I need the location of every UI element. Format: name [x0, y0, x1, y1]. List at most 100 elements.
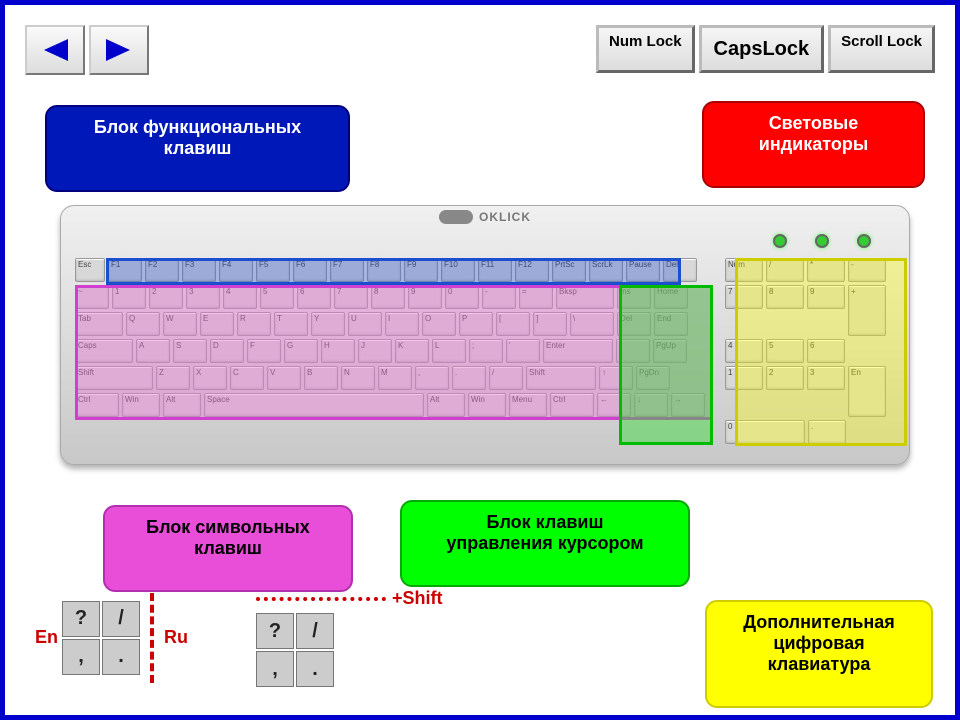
key: - — [482, 285, 516, 309]
callout-text: Блок функциональных клавиш — [94, 117, 301, 158]
key: = — [519, 285, 553, 309]
numpad-key: 0 — [725, 420, 805, 444]
numpad-key: * — [807, 258, 845, 282]
key: 1 — [112, 285, 146, 309]
key: End — [654, 312, 688, 336]
key: / — [489, 366, 523, 390]
key: 9 — [408, 285, 442, 309]
numpad-key: . — [808, 420, 846, 444]
demo-key: / — [296, 613, 334, 649]
key: Home — [654, 285, 688, 309]
key: 6 — [297, 285, 331, 309]
key: ~ — [75, 285, 109, 309]
key: 2 — [149, 285, 183, 309]
demo-key: / — [102, 601, 140, 637]
callout-cursor-keys: Блок клавиш управления курсором — [400, 500, 690, 587]
capslock-button[interactable]: CapsLock — [699, 25, 825, 73]
key: X — [193, 366, 227, 390]
key: A — [136, 339, 170, 363]
numpad-key: 9 — [807, 285, 845, 309]
keyboard-brand: OKLICK — [439, 210, 531, 224]
key: M — [378, 366, 412, 390]
key: Ctrl — [550, 393, 594, 417]
demo-key: . — [296, 651, 334, 687]
key: Z — [156, 366, 190, 390]
numlock-button[interactable]: Num Lock — [596, 25, 695, 73]
key: Ins — [617, 285, 651, 309]
led-numlock — [773, 234, 787, 248]
key: C — [230, 366, 264, 390]
key: Tab — [75, 312, 123, 336]
key: ← — [597, 393, 631, 417]
label-ru: Ru — [164, 627, 188, 648]
key: F — [247, 339, 281, 363]
key: E — [200, 312, 234, 336]
key: F2 — [145, 258, 179, 282]
key: F11 — [478, 258, 512, 282]
key: F12 — [515, 258, 549, 282]
key: R — [237, 312, 271, 336]
key: F9 — [404, 258, 438, 282]
key: Shift — [526, 366, 596, 390]
key: F8 — [367, 258, 401, 282]
brand-oval-icon — [439, 210, 473, 224]
key: 7 — [334, 285, 368, 309]
key: T — [274, 312, 308, 336]
key: Win — [122, 393, 160, 417]
key: F3 — [182, 258, 216, 282]
keyboard: OKLICK EscF1F2F3F4F5F6F7F8F9F10F11F12Prt… — [60, 205, 910, 465]
nav-arrows — [25, 25, 149, 75]
key: V — [267, 366, 301, 390]
key: F6 — [293, 258, 327, 282]
key: ' — [506, 339, 540, 363]
numpad-key: / — [766, 258, 804, 282]
key: Esc — [75, 258, 105, 282]
key: Del — [617, 312, 651, 336]
key: 5 — [260, 285, 294, 309]
numpad-key: 8 — [766, 285, 804, 309]
numpad-key: En — [848, 366, 886, 417]
key: Del — [663, 258, 697, 282]
key: \ — [570, 312, 614, 336]
key: ; — [469, 339, 503, 363]
key: Q — [126, 312, 160, 336]
key: ] — [533, 312, 567, 336]
callout-functional-keys: Блок функциональных клавиш — [45, 105, 350, 192]
key: . — [452, 366, 486, 390]
demo-key: , — [256, 651, 294, 687]
next-button[interactable] — [89, 25, 149, 75]
lock-buttons-group: Num Lock CapsLock Scroll Lock — [596, 25, 935, 73]
key: L — [432, 339, 466, 363]
key: F1 — [108, 258, 142, 282]
numpad-key: 3 — [807, 366, 845, 390]
key: , — [415, 366, 449, 390]
key: N — [341, 366, 375, 390]
numpad-key: Num — [725, 258, 763, 282]
callout-text: Блок клавиш управления курсором — [446, 512, 643, 553]
key: F10 — [441, 258, 475, 282]
scrolllock-button[interactable]: Scroll Lock — [828, 25, 935, 73]
prev-button[interactable] — [25, 25, 85, 75]
key: G — [284, 339, 318, 363]
key: Menu — [509, 393, 547, 417]
key: H — [321, 339, 355, 363]
callout-text: Блок символьных клавиш — [146, 517, 310, 558]
key: Caps — [75, 339, 133, 363]
key: D — [210, 339, 244, 363]
key: J — [358, 339, 392, 363]
key: 4 — [223, 285, 257, 309]
key: Enter — [543, 339, 613, 363]
callout-led-indicators: Световые индикаторы — [702, 101, 925, 188]
demo-key: , — [62, 639, 100, 675]
label-en: En — [35, 627, 58, 648]
key: I — [385, 312, 419, 336]
key: Pause — [626, 258, 660, 282]
numpad-key: 2 — [766, 366, 804, 390]
key: → — [671, 393, 705, 417]
dashed-separator — [150, 593, 154, 683]
keyboard-numpad: Num/*-789+456123En0. — [725, 258, 895, 447]
demo-key: ? — [62, 601, 100, 637]
callout-numpad: Дополнительная цифровая клавиатура — [705, 600, 933, 708]
key: ScrLk — [589, 258, 623, 282]
key: Win — [468, 393, 506, 417]
